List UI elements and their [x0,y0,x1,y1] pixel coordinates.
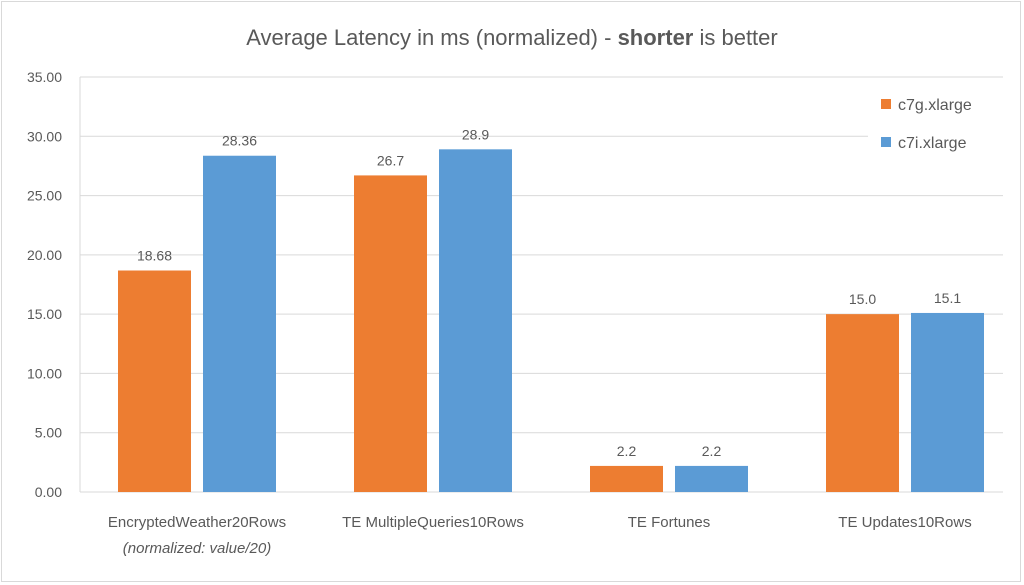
data-label: 28.9 [462,126,489,142]
x-tick-label: TE MultipleQueries10Rows [342,514,524,531]
y-tick-label: 5.00 [35,425,62,441]
category-note: (normalized: value/20) [123,540,271,557]
y-tick-label: 0.00 [35,484,62,500]
legend-swatch [881,137,891,147]
x-tick-label: TE Fortunes [628,514,711,531]
legend-label: c7i.xlarge [898,135,967,152]
data-label: 28.36 [222,133,257,149]
y-tick-label: 35.00 [27,69,62,85]
x-tick-label: TE Updates10Rows [838,514,971,531]
y-tick-label: 20.00 [27,247,62,263]
bar-c7g.xlarge [826,314,899,492]
data-label: 26.7 [377,152,404,168]
bar-c7i.xlarge [675,465,748,492]
data-label: 18.68 [137,248,172,264]
x-tick-label: EncryptedWeather20Rows [108,514,286,531]
bar-c7g.xlarge [354,175,427,492]
legend-box [868,84,1008,164]
y-tick-label: 30.00 [27,128,62,144]
bar-c7i.xlarge [203,155,276,492]
y-tick-label: 25.00 [27,188,62,204]
bar-c7g.xlarge [118,270,191,492]
legend-label: c7g.xlarge [898,97,972,114]
y-tick-label: 10.00 [27,365,62,381]
data-label: 2.2 [617,443,637,459]
data-label: 15.0 [849,291,876,307]
data-label: 2.2 [702,443,722,459]
bar-c7g.xlarge [590,465,663,492]
bar-c7i.xlarge [911,312,984,492]
bar-c7i.xlarge [439,149,512,493]
y-tick-label: 15.00 [27,306,62,322]
chart-title: Average Latency in ms (normalized) - sho… [246,25,777,50]
data-label: 15.1 [934,290,961,306]
legend-swatch [881,99,891,109]
